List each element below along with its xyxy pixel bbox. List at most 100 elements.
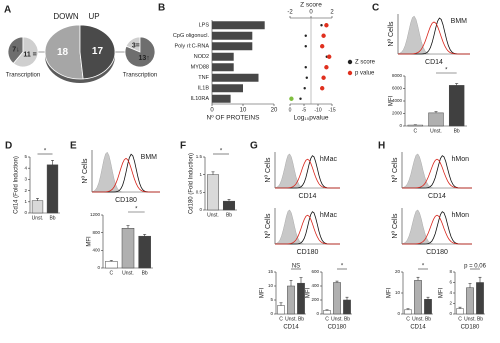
bar xyxy=(105,261,118,269)
y-tick-label: 0 xyxy=(97,265,100,270)
annotation: * xyxy=(220,149,223,155)
x-tick-label: C xyxy=(110,270,114,276)
y-axis-label: MFI xyxy=(306,288,312,299)
x-tick-label: Bb xyxy=(298,316,304,322)
y-tick-label: 0 xyxy=(316,311,319,316)
pie-slice xyxy=(124,36,156,68)
bar xyxy=(212,21,265,30)
pie-slice xyxy=(44,24,84,80)
y-tick-label: 2 xyxy=(449,301,452,306)
dot xyxy=(324,23,329,28)
x-tick-label: Unst. xyxy=(285,316,297,322)
dot xyxy=(304,66,307,69)
x-axis-label: CD180 xyxy=(426,249,448,256)
pie-value-label: 17 xyxy=(92,46,104,57)
y-tick-label: TNF xyxy=(198,75,209,81)
y-tick-label: 0.5 xyxy=(196,190,203,195)
y-axis-label: Cd180 (Fold Induction) xyxy=(189,153,195,214)
x-tick-label: 10 xyxy=(240,108,247,114)
pie-value-label: 11 = xyxy=(23,51,36,58)
y-tick-label: 8000 xyxy=(392,73,403,78)
y-tick-label: 10 xyxy=(395,290,401,295)
bar xyxy=(448,85,465,127)
dot xyxy=(320,24,323,27)
y-axis-label: MFI xyxy=(439,288,445,299)
flow-title: hMon xyxy=(451,156,469,163)
y-tick-label: 4 xyxy=(449,290,452,295)
x-tick-label: Unst. xyxy=(464,316,476,322)
y-axis-label: MFI xyxy=(389,96,395,107)
x-tick-label: Bb xyxy=(344,316,350,322)
y-tick-label: 400 xyxy=(311,283,319,288)
y-axis-label: Nº Cells xyxy=(265,157,272,183)
y-tick-label: 0 xyxy=(399,123,402,128)
bar xyxy=(343,299,351,315)
x-tick-label: -5 xyxy=(302,107,307,113)
bar xyxy=(323,310,331,315)
flow-title: hMac xyxy=(320,156,338,163)
y-tick-label: 400 xyxy=(92,248,100,253)
x-axis-label: CD180 xyxy=(328,325,347,331)
pie-slice xyxy=(79,24,116,80)
y-tick-label: 3 xyxy=(24,177,27,182)
y-tick-label: 0 xyxy=(449,311,452,316)
y-axis-label: Nº Cells xyxy=(82,158,89,184)
x-tick-label: Unst. xyxy=(331,316,343,322)
histogram-stimulated xyxy=(275,214,340,245)
panel-letter: B xyxy=(158,3,165,14)
flow-title: hMon xyxy=(451,212,469,219)
y-tick-label: 5 xyxy=(270,297,273,302)
bar xyxy=(404,309,412,315)
annotation: * xyxy=(341,264,344,270)
x-axis-label: CD14 xyxy=(410,325,426,331)
histogram-stimulated xyxy=(275,158,340,189)
pie-value-label: 13↑ xyxy=(139,55,150,62)
y-tick-label: 15 xyxy=(268,269,274,274)
x-tick-label: Bb xyxy=(425,316,431,322)
x-tick-label: Bb xyxy=(142,270,148,276)
dot xyxy=(320,44,325,49)
legend-label: p value xyxy=(355,71,375,77)
y-tick-label: 600 xyxy=(311,269,319,274)
dot xyxy=(303,87,306,90)
y-tick-label: MYD88 xyxy=(191,65,209,71)
x-tick-label: 20 xyxy=(271,108,278,114)
bar xyxy=(476,282,484,315)
bar xyxy=(206,174,220,211)
y-tick-label: 200 xyxy=(311,297,319,302)
bar xyxy=(287,285,295,315)
pie-title: Transcription xyxy=(6,73,40,79)
annotation: * xyxy=(44,149,47,155)
x-tick-label: Bb xyxy=(454,128,460,134)
slice-label: UP xyxy=(88,12,99,21)
flow-title: BMM xyxy=(451,18,468,25)
bar xyxy=(277,305,285,315)
y-tick-label: 1.5 xyxy=(196,154,203,159)
x-tick-label: Unst. xyxy=(122,270,134,276)
y-tick-label: CpG oligonucl. xyxy=(173,33,210,39)
x-axis-label: CD14 xyxy=(283,325,299,331)
x-tick-label: C xyxy=(406,316,410,322)
dot xyxy=(321,75,326,80)
x-tick-label: Bb xyxy=(226,212,232,218)
bar xyxy=(456,308,464,315)
annotation: * xyxy=(135,207,138,213)
bar xyxy=(212,31,253,40)
bar xyxy=(333,282,341,315)
y-axis-label: Nº Cells xyxy=(392,213,399,239)
legend-label: Z score xyxy=(355,60,376,66)
y-tick-label: NOD2 xyxy=(194,54,209,60)
x-tick-label: Unst. xyxy=(412,316,424,322)
y-tick-label: IL1B xyxy=(198,86,210,92)
x-tick-label: 0 xyxy=(210,108,214,114)
dot xyxy=(304,34,307,37)
x-axis-label: CD14 xyxy=(299,193,317,200)
panel-letter: C xyxy=(372,3,379,14)
bar xyxy=(297,282,305,315)
y-tick-label: 0 xyxy=(24,210,27,215)
panel-letter: D xyxy=(5,141,12,152)
x-tick-label: C xyxy=(458,316,462,322)
x-axis-label: CD14 xyxy=(428,193,446,200)
x-tick-label: Bb xyxy=(49,215,55,221)
panel-letter: E xyxy=(70,141,77,152)
